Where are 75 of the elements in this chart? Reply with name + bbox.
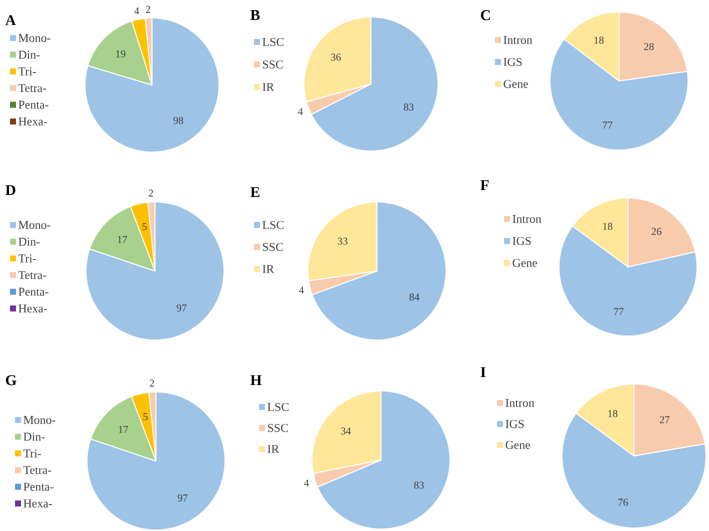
data-label: 18 xyxy=(594,36,604,44)
data-label: 17 xyxy=(118,236,128,243)
data-label: 28 xyxy=(644,43,654,50)
legend-label: Gene xyxy=(512,258,538,267)
legend-label: Hexa- xyxy=(18,118,47,126)
data-label: 2 xyxy=(146,6,150,13)
chart-title: G xyxy=(6,375,16,386)
legend-label: IGS xyxy=(512,236,531,245)
legend-label: LSC xyxy=(262,38,284,46)
legend-label: Intron xyxy=(504,36,532,44)
legend-label: Tetra- xyxy=(23,466,52,474)
legend-label: Mono- xyxy=(18,221,50,229)
legend-label: Din- xyxy=(18,50,40,59)
data-label: 83 xyxy=(414,482,424,489)
data-label: 4 xyxy=(134,7,140,14)
data-label: 36 xyxy=(331,54,341,61)
legend-label: Penta- xyxy=(24,482,54,491)
data-label: 98 xyxy=(173,116,184,124)
data-label: 2 xyxy=(150,380,154,387)
data-label: 33 xyxy=(338,238,348,245)
legend-label: LSC xyxy=(268,402,288,411)
legend-label: Hexa- xyxy=(18,304,47,312)
legend-label: Tri- xyxy=(18,67,36,76)
data-label: 97 xyxy=(178,494,188,502)
data-label: 83 xyxy=(404,104,414,111)
legend-label: Gene xyxy=(506,440,530,449)
data-label: 4 xyxy=(304,479,309,486)
data-label: 26 xyxy=(652,228,662,235)
chart-title: I xyxy=(480,367,486,377)
legend-label: SSC xyxy=(268,424,288,432)
chart-title: C xyxy=(480,10,490,20)
legend-label: Gene xyxy=(504,80,528,88)
data-label: 5 xyxy=(142,223,147,230)
legend-label: IGS xyxy=(504,58,522,66)
data-label: 2 xyxy=(148,190,153,197)
data-label: 19 xyxy=(116,50,126,58)
chart-title: F xyxy=(480,180,489,190)
legend-label: SSC xyxy=(263,60,283,68)
data-label: 84 xyxy=(409,294,420,301)
legend-label: Tri- xyxy=(18,254,36,262)
legend-label: IR xyxy=(262,265,274,273)
legend-label: Din- xyxy=(18,238,40,246)
data-label: 17 xyxy=(118,426,128,433)
legend-label: Tri- xyxy=(23,449,41,458)
legend-label: LSC xyxy=(262,220,284,229)
data-label: 18 xyxy=(603,222,612,230)
data-label: 18 xyxy=(608,410,618,418)
data-label: 4 xyxy=(298,108,303,115)
chart-title: H xyxy=(250,375,262,385)
legend-label: Intron xyxy=(506,399,534,407)
legend-label: IGS xyxy=(506,420,524,428)
legend-label: Intron xyxy=(512,215,542,223)
legend-label: Tetra- xyxy=(18,84,46,92)
legend-label: Mono- xyxy=(24,416,56,424)
chart-title: B xyxy=(250,10,260,20)
legend-label: Penta- xyxy=(18,288,48,296)
legend-label: SSC xyxy=(263,242,283,251)
data-label: 77 xyxy=(614,308,624,315)
data-label: 77 xyxy=(602,122,612,128)
data-label: 97 xyxy=(176,304,187,312)
legend-label: IR xyxy=(268,445,280,453)
chart-title: D xyxy=(5,185,16,195)
legend-label: Tetra- xyxy=(18,271,46,280)
legend-label: Din- xyxy=(24,432,45,441)
data-label: 5 xyxy=(143,413,148,420)
data-label: 27 xyxy=(660,416,670,424)
data-label: 34 xyxy=(341,428,351,435)
legend-label: Penta- xyxy=(18,100,48,109)
legend-label: IR xyxy=(262,83,274,91)
legend-label: Hexa- xyxy=(24,500,52,508)
legend-label: Mono- xyxy=(18,34,50,42)
chart-title: A xyxy=(5,15,16,26)
data-label: 4 xyxy=(298,286,304,294)
data-label: 76 xyxy=(618,498,628,506)
chart-title: E xyxy=(250,187,260,197)
